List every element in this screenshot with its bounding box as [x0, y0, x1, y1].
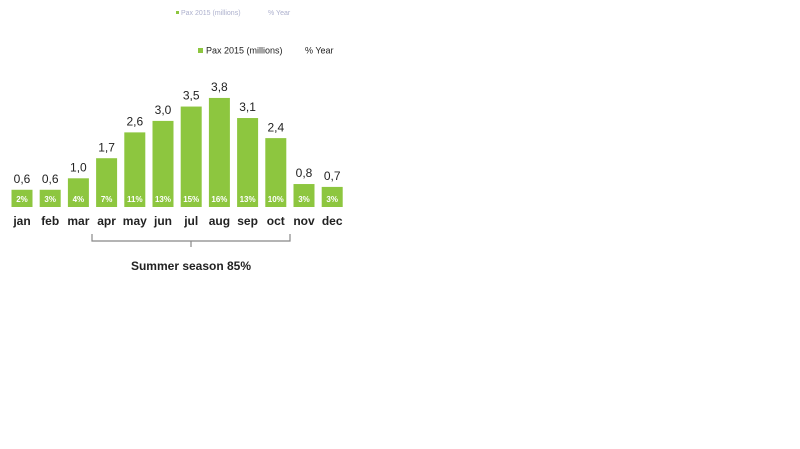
legend-swatch — [198, 48, 203, 53]
x-tick-label: jul — [183, 214, 198, 228]
legend-label: % Year — [305, 45, 334, 55]
legend-label: Pax 2015 (millions) — [181, 10, 241, 17]
x-tick-label: mar — [67, 214, 89, 228]
x-tick-label: dec — [322, 214, 343, 228]
percent-label: 3% — [298, 195, 310, 204]
x-tick-label: feb — [41, 214, 59, 228]
bar — [152, 120, 174, 207]
value-label: 1,0 — [70, 160, 87, 174]
value-label: 0,6 — [42, 172, 59, 186]
percent-label: 15% — [183, 195, 199, 204]
value-label: 2,4 — [267, 120, 284, 134]
annotation: Summer season 85% — [131, 259, 251, 273]
percent-label: 3% — [44, 195, 56, 204]
value-label: 3,0 — [155, 103, 172, 117]
bar — [208, 97, 230, 207]
season-bracket — [91, 234, 291, 247]
x-tick-label: jan — [12, 214, 30, 228]
x-tick-label: apr — [97, 214, 116, 228]
percent-label: 16% — [211, 195, 227, 204]
value-label: 3,5 — [183, 89, 200, 103]
bar — [180, 106, 202, 207]
bar — [265, 138, 287, 207]
value-label: 3,8 — [211, 80, 228, 94]
x-tick-label: oct — [267, 214, 285, 228]
legend-label: % Year — [268, 10, 291, 17]
bar — [124, 132, 146, 207]
percent-label: 2% — [16, 195, 28, 204]
bar — [237, 118, 259, 207]
percent-label: 11% — [127, 195, 143, 204]
legend-label: Pax 2015 (millions) — [206, 45, 283, 55]
x-tick-label: sep — [237, 214, 258, 228]
bar — [11, 189, 33, 207]
percent-label: 3% — [326, 195, 338, 204]
bar — [96, 158, 118, 207]
legend-swatch — [176, 11, 179, 14]
value-label: 0,8 — [296, 166, 313, 180]
value-label: 3,1 — [239, 100, 256, 114]
x-tick-label: may — [123, 214, 147, 228]
faded-legend: Pax 2015 (millions) % Year — [176, 10, 291, 17]
value-label: 0,7 — [324, 169, 341, 183]
value-label: 1,7 — [98, 140, 115, 154]
bar — [39, 189, 61, 207]
value-label: 0,6 — [14, 172, 31, 186]
x-tick-label: aug — [209, 214, 230, 228]
x-tick-label: jun — [153, 214, 172, 228]
value-label: 2,6 — [126, 115, 143, 129]
percent-label: 13% — [155, 195, 171, 204]
percent-label: 10% — [268, 195, 284, 204]
percent-label: 7% — [101, 195, 113, 204]
x-tick-label: nov — [293, 214, 315, 228]
percent-label: 4% — [73, 195, 85, 204]
bar — [321, 186, 343, 207]
percent-label: 13% — [240, 195, 256, 204]
bar — [67, 178, 89, 207]
bar — [293, 184, 315, 207]
